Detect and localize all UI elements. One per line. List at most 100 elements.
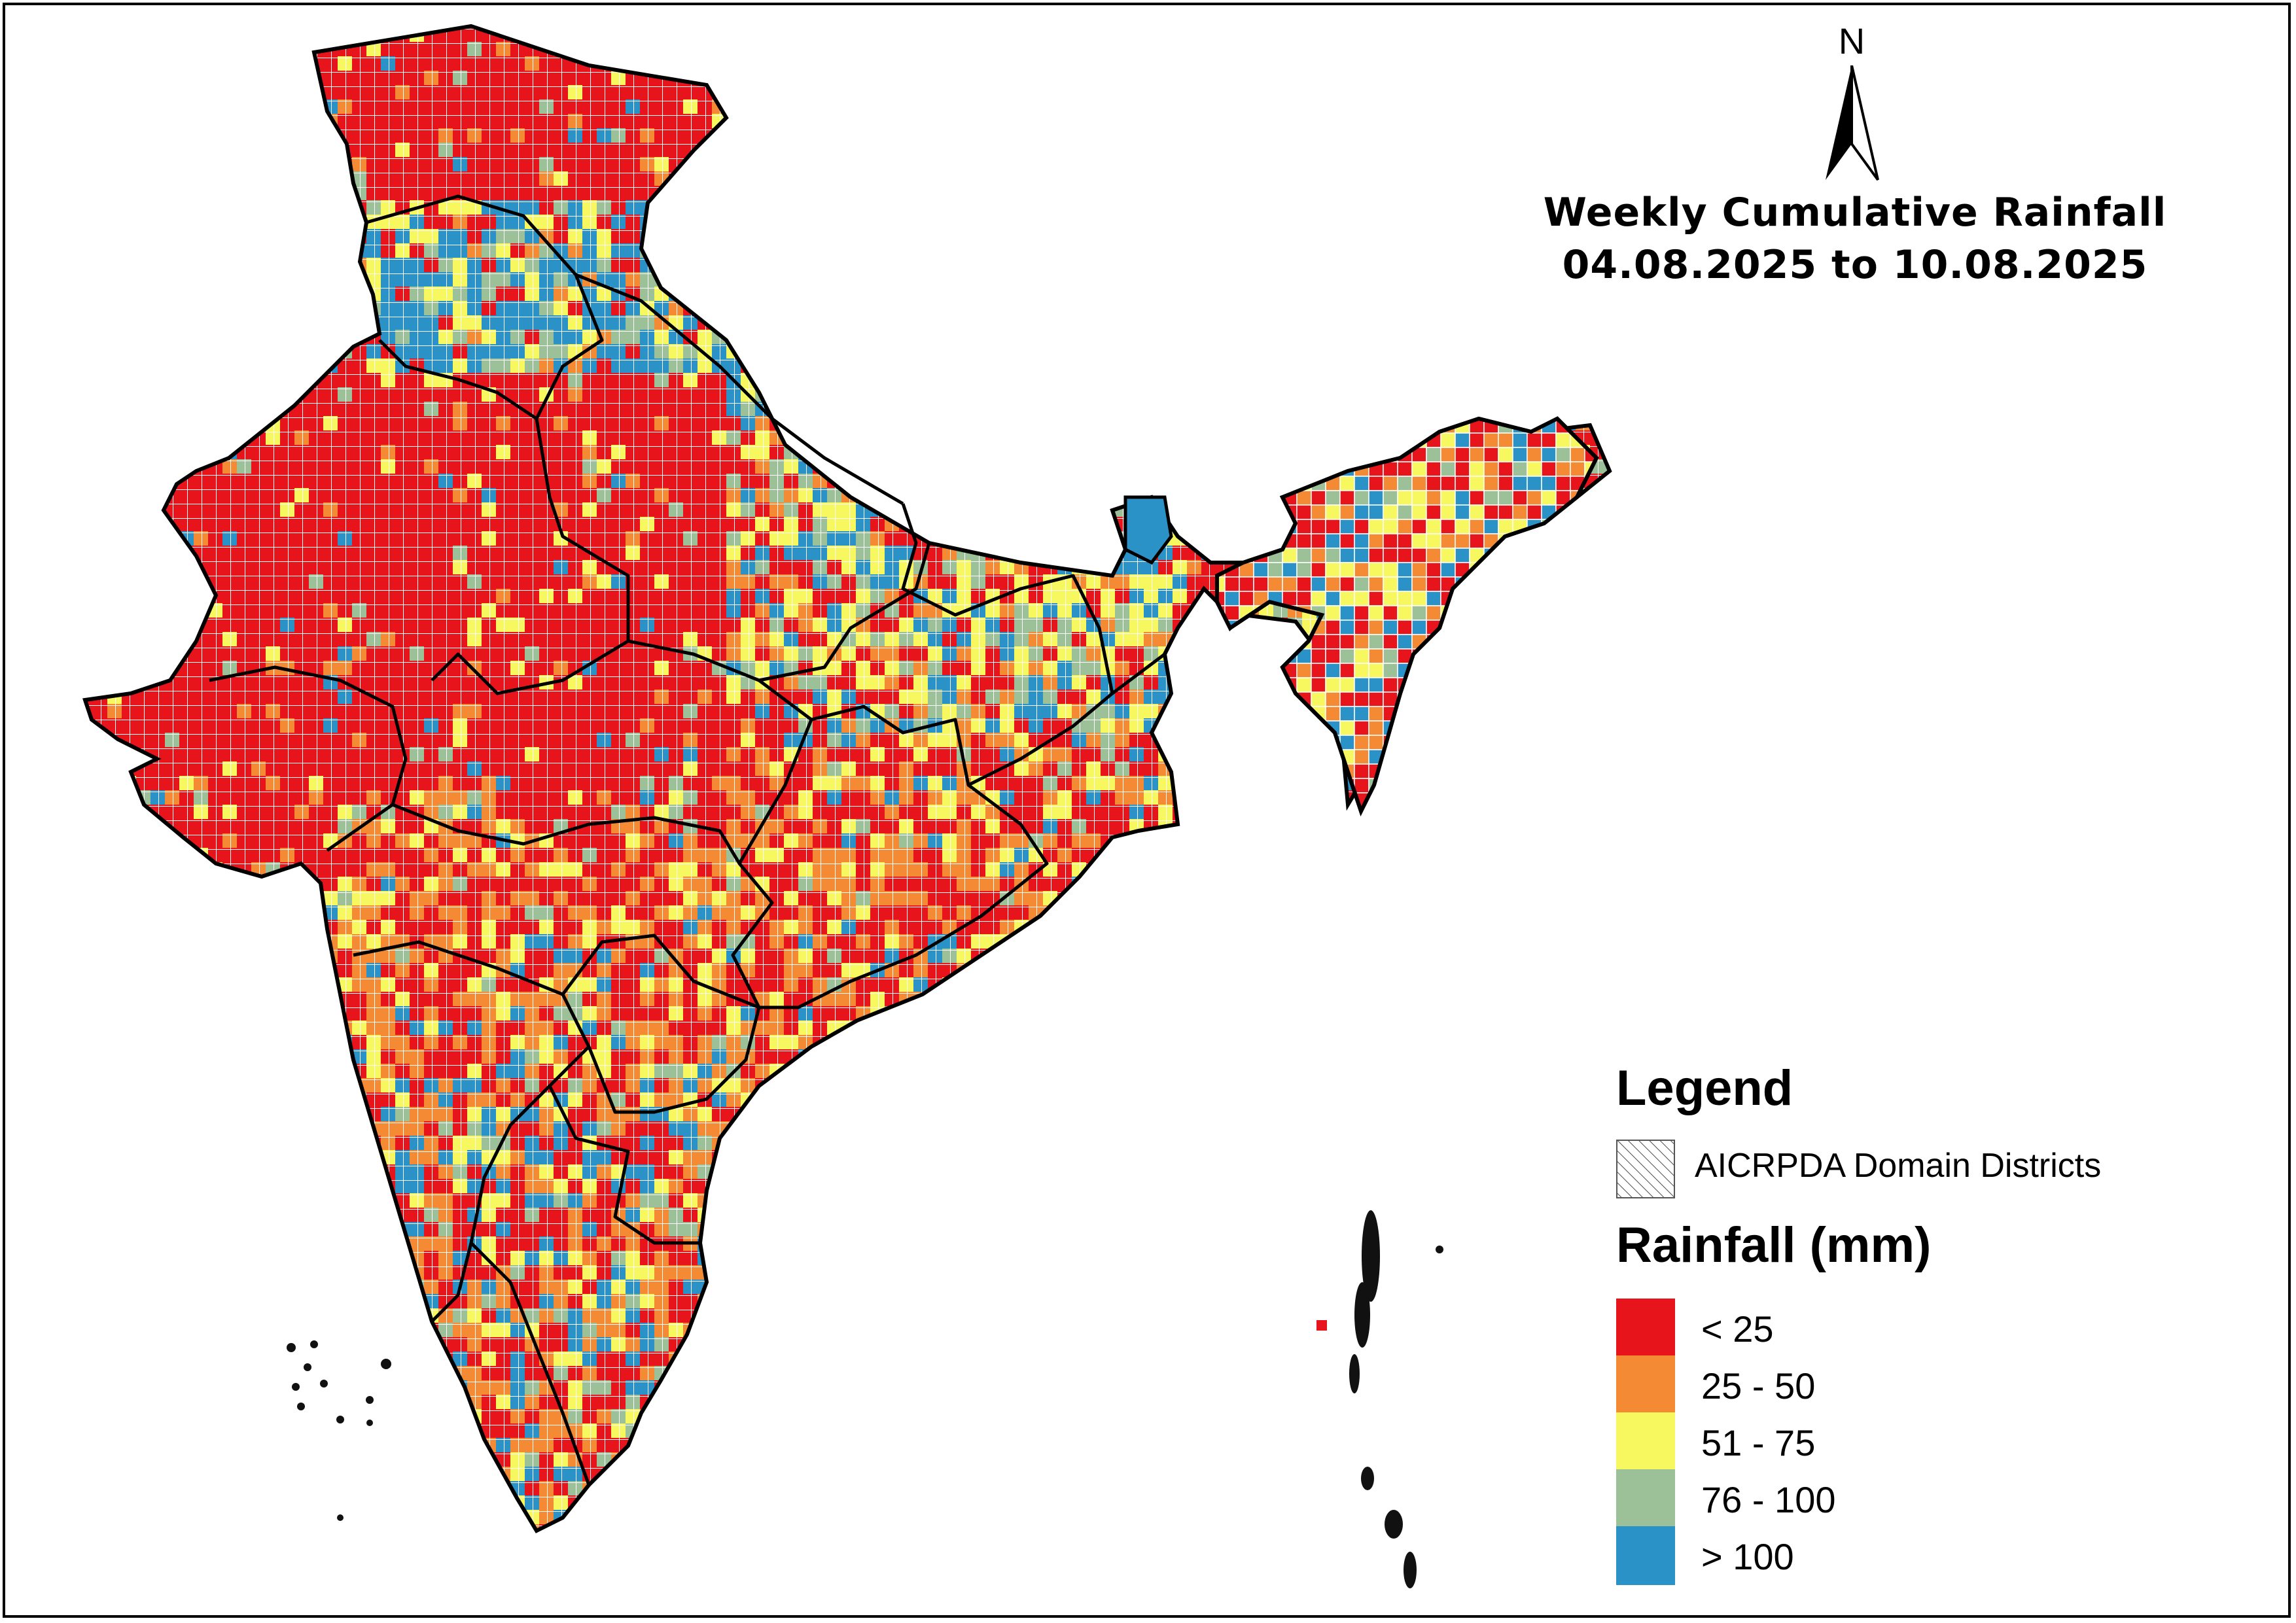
rainfall-cell: [813, 301, 827, 315]
rainfall-cell: [1561, 344, 1576, 358]
rainfall-cell: [1029, 157, 1043, 171]
rainfall-cell: [122, 272, 136, 287]
rainfall-cell: [827, 186, 841, 200]
rainfall-cell: [1029, 42, 1043, 56]
rainfall-cell: [841, 143, 856, 157]
rainfall-cell: [885, 128, 899, 143]
rainfall-cell: [1302, 114, 1316, 128]
rainfall-cell: [85, 632, 93, 646]
rainfall-cell: [1590, 330, 1604, 344]
rainfall-cell: [1101, 143, 1115, 157]
rainfall-cell: [266, 157, 280, 171]
rainfall-cell: [1187, 445, 1201, 459]
rainfall-cell: [1187, 416, 1201, 430]
rainfall-cell: [769, 315, 784, 330]
rainfall-cell: [957, 416, 971, 430]
rainfall-cell: [1187, 128, 1201, 143]
rainfall-cell: [1187, 71, 1201, 85]
rainfall-cell: [683, 258, 698, 272]
rainfall-cell: [827, 416, 841, 430]
rainfall-cell: [841, 215, 856, 229]
rainfall-cell: [1576, 632, 1590, 646]
rainfall-cell: [1000, 42, 1014, 56]
rainfall-cell: [1604, 114, 1610, 128]
rainfall-cell: [1201, 330, 1216, 344]
rainfall-cell: [251, 315, 266, 330]
rainfall-cell: [1345, 272, 1360, 287]
rainfall-cell: [85, 387, 93, 402]
rainfall-cell: [1029, 474, 1043, 488]
rainfall-cell: [985, 502, 1000, 517]
rainfall-cell: [1230, 416, 1245, 430]
rainfall-cell: [957, 358, 971, 373]
rainfall-cell: [1086, 56, 1101, 71]
rainfall-cell: [885, 85, 899, 99]
rainfall-cell: [1057, 56, 1072, 71]
rainfall-cell: [913, 143, 928, 157]
rainfall-cell: [957, 42, 971, 56]
rainfall-cell: [1504, 26, 1518, 27]
rainfall-cell: [712, 301, 726, 315]
rainfall-cell: [165, 27, 179, 42]
rainfall-cell: [266, 272, 280, 287]
rainfall-cell: [985, 243, 1000, 258]
rainfall-cell: [1288, 315, 1302, 330]
rainfall-cell: [1029, 243, 1043, 258]
rainfall-cell: [1273, 243, 1288, 258]
rainfall-cell: [1115, 27, 1129, 42]
rainfall-cell: [1072, 114, 1086, 128]
rainfall-cell: [1273, 344, 1288, 358]
rainfall-cell: [1288, 200, 1302, 215]
rainfall-cell: [1432, 71, 1446, 85]
rainfall-cell: [1561, 603, 1576, 618]
rainfall-cell: [1604, 430, 1610, 445]
rainfall-cell: [885, 287, 899, 301]
rainfall-cell: [726, 186, 741, 200]
rainfall-cell: [122, 517, 136, 531]
rainfall-cell: [1403, 56, 1417, 71]
rainfall-cell: [1619, 445, 1633, 459]
rainfall-cell: [1331, 42, 1345, 56]
rainfall-cell: [107, 646, 122, 661]
rainfall-cell: [1273, 272, 1288, 287]
rainfall-cell: [93, 200, 107, 215]
rainfall-cell: [93, 56, 107, 71]
rainfall-cell: [1547, 128, 1561, 143]
rainfall-cell: [1158, 459, 1173, 474]
rainfall-cell: [1460, 344, 1475, 358]
rainfall-cell: [1432, 26, 1446, 27]
rainfall-cell: [1403, 330, 1417, 344]
rainfall-cell: [1115, 200, 1129, 215]
rainfall-cell: [136, 200, 150, 215]
rainfall-cell: [136, 603, 150, 618]
rainfall-cell: [194, 114, 208, 128]
rainfall-cell: [122, 445, 136, 459]
rainfall-cell: [1014, 258, 1029, 272]
rainfall-cell: [122, 71, 136, 85]
rainfall-cell: [798, 157, 813, 171]
rainfall-cell: [1245, 85, 1259, 99]
rainfall-cell: [1446, 128, 1460, 143]
rainfall-cell: [1216, 459, 1230, 474]
rainfall-cell: [1532, 85, 1547, 99]
rainfall-cell: [1129, 272, 1144, 287]
rainfall-cell: [323, 258, 338, 272]
rainfall-cell: [1302, 157, 1316, 171]
rainfall-cell: [107, 358, 122, 373]
rainfall-cell: [1273, 315, 1288, 330]
rainfall-cell: [122, 344, 136, 358]
rainfall-cell: [85, 258, 93, 272]
rainfall-cell: [755, 215, 769, 229]
rainfall-cell: [985, 186, 1000, 200]
rainfall-cell: [1173, 42, 1187, 56]
rainfall-cell: [1216, 143, 1230, 157]
rainfall-cell: [1043, 546, 1057, 560]
rainfall-cell: [1129, 287, 1144, 301]
rainfall-cell: [1057, 488, 1072, 502]
rainfall-cell: [813, 243, 827, 258]
rainfall-cell: [1432, 373, 1446, 387]
rainfall-cell: [525, 26, 539, 27]
rainfall-cell: [885, 114, 899, 128]
rainfall-cell: [85, 517, 93, 531]
rainfall-cell: [1331, 85, 1345, 99]
